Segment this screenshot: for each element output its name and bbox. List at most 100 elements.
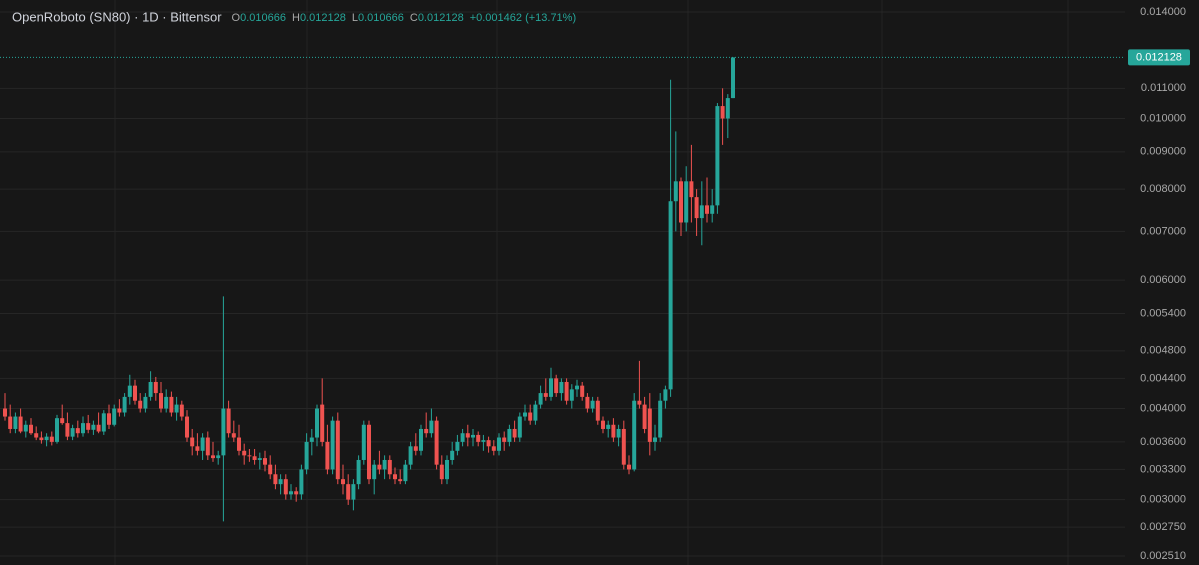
y-tick-label: 0.004800	[1140, 345, 1186, 357]
candle-body	[601, 420, 605, 429]
candle-body	[153, 381, 158, 394]
candle-body	[445, 459, 449, 480]
last-price-tag	[1128, 49, 1190, 66]
candle-body	[216, 455, 221, 459]
y-tick-label: 0.005400	[1140, 307, 1186, 319]
candle-body	[185, 416, 189, 438]
y-tick-label: 0.004000	[1140, 402, 1186, 414]
ohlc-value: 0.010666	[240, 12, 286, 24]
grid	[0, 11, 1125, 557]
ohlc-value: 0.012128	[300, 12, 346, 24]
candle-body	[689, 181, 694, 198]
candle-body	[356, 459, 361, 485]
candle-body	[304, 441, 309, 470]
candle-body	[257, 458, 262, 460]
candle-body	[606, 424, 611, 429]
candle-body	[231, 433, 236, 438]
candle-body	[512, 428, 517, 438]
y-tick-label: 0.006000	[1140, 274, 1186, 286]
candle-body	[720, 106, 725, 119]
candle-body	[252, 456, 257, 460]
candle-body	[694, 197, 699, 219]
candle-body	[699, 205, 704, 219]
candle-body	[554, 378, 559, 394]
candle-body	[18, 416, 23, 432]
y-tick-label: 0.011000	[1141, 82, 1186, 94]
candle-body	[242, 450, 247, 456]
candle-body	[23, 424, 28, 432]
candle-body	[226, 408, 231, 434]
candle-body	[382, 459, 387, 470]
candle-body	[112, 408, 117, 425]
candle-body	[549, 378, 553, 397]
ohlc-value: 0.010666	[358, 12, 404, 24]
candle-body	[263, 458, 267, 465]
candle-body	[715, 106, 720, 206]
candle-body	[491, 446, 496, 451]
candle-body	[673, 181, 678, 202]
ohlc-letter: C	[410, 12, 418, 24]
candle-body	[81, 423, 85, 434]
candle-body	[497, 437, 501, 451]
candles	[3, 57, 735, 522]
candle-body	[190, 437, 195, 447]
y-tick-label: 0.008000	[1140, 183, 1186, 195]
candle-body	[439, 464, 444, 480]
y-tick-label: 0.003300	[1140, 463, 1186, 475]
candle-body	[731, 57, 735, 99]
candle-body	[460, 433, 465, 442]
candle-body	[107, 413, 111, 425]
candle-body	[616, 428, 621, 438]
candle-body	[637, 400, 642, 405]
candle-body	[117, 408, 122, 413]
candle-body	[65, 423, 70, 437]
y-tick-label: 0.003000	[1140, 494, 1186, 506]
candle-body	[351, 484, 356, 500]
candle-body	[528, 412, 533, 421]
candle-body	[174, 404, 179, 413]
candle-body	[517, 416, 522, 438]
candle-body	[60, 418, 65, 424]
candle-body	[523, 412, 527, 417]
candle-body	[595, 400, 600, 421]
ohlc-letter: L	[352, 12, 358, 24]
candle-body	[122, 396, 127, 413]
candle-body	[450, 450, 455, 460]
candle-body	[39, 437, 44, 441]
y-tick-label: 0.010000	[1140, 112, 1186, 124]
candle-body	[55, 418, 59, 442]
candle-body	[725, 98, 730, 119]
candle-body	[621, 428, 626, 465]
candle-body	[372, 464, 377, 480]
candle-body	[684, 181, 689, 223]
candle-body	[8, 416, 13, 429]
candle-body	[471, 434, 475, 438]
candle-body	[299, 469, 304, 495]
candle-body	[247, 455, 252, 457]
ohlc-letter: H	[292, 12, 300, 24]
candle-body	[164, 396, 169, 409]
candle-body	[632, 400, 637, 470]
candle-body	[200, 437, 205, 451]
candle-body	[268, 464, 273, 475]
candle-body	[283, 479, 288, 495]
candle-body	[127, 385, 132, 397]
candle-body	[424, 428, 429, 434]
axis-background	[1125, 0, 1199, 565]
candle-body	[294, 491, 299, 495]
candle-body	[237, 437, 241, 451]
candle-body	[434, 420, 439, 465]
candle-body	[320, 404, 325, 442]
candle-body	[133, 385, 137, 401]
candle-body	[663, 389, 668, 401]
candle-body	[465, 433, 470, 438]
candle-body	[315, 408, 319, 438]
candle-body	[502, 437, 507, 442]
candle-body	[658, 400, 663, 438]
y-tick-label: 0.002510	[1140, 550, 1186, 562]
candle-body	[205, 437, 210, 456]
candle-body	[627, 464, 631, 470]
candle-body	[138, 400, 143, 409]
